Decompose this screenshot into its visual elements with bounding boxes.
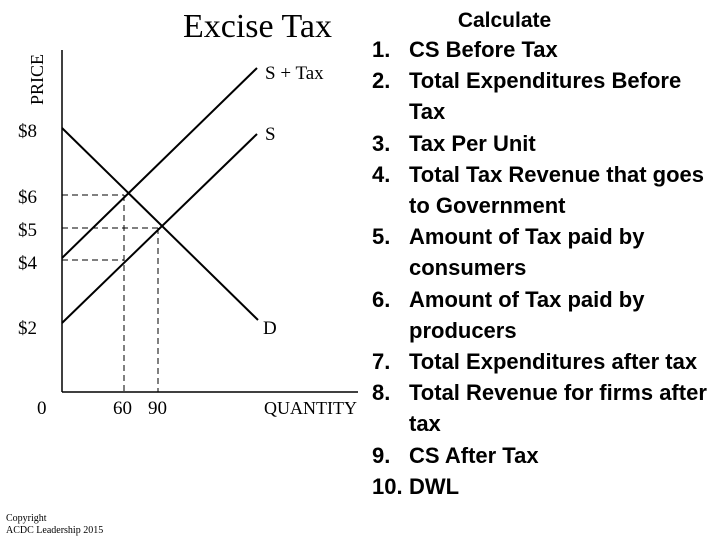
calculate-heading: Calculate [457, 9, 552, 32]
x-tick-60: 60 [113, 398, 132, 419]
item-number: 8. [372, 380, 391, 406]
supply-demand-graph: S + Tax S D PRICE $8 $6 $5 $4 $2 0 60 90… [18, 50, 358, 419]
item-text: Total Expenditures Before Tax [409, 68, 682, 125]
copyright-line: Copyright [6, 513, 47, 524]
item-number: 4. [372, 161, 391, 187]
item-number: 6. [372, 286, 391, 312]
item-text: DWL [409, 473, 460, 499]
y-tick-5: $5 [18, 220, 37, 241]
item-number: 1. [372, 37, 391, 62]
slide-title: Excise Tax [183, 8, 332, 45]
item-number: 5. [372, 224, 391, 250]
copyright-owner: ACDC Leadership 2015 [6, 525, 104, 536]
y-tick-4: $4 [18, 253, 38, 274]
y-axis-label: PRICE [27, 54, 47, 105]
item-number: 2. [372, 68, 391, 94]
y-tick-8: $8 [18, 121, 37, 142]
copyright-notice: Copyright ACDC Leadership 2015 [6, 513, 103, 537]
item-text: Total Revenue for firms after tax [409, 380, 707, 437]
calculate-panel: Calculate 1. CS Before Tax 2. Total Expend… [372, 8, 717, 502]
y-tick-6: $6 [18, 187, 37, 208]
item-text: Amount of Tax paid by producers [409, 286, 645, 343]
supply-plus-tax-curve [61, 67, 258, 259]
item-number: 10. [372, 473, 403, 499]
item-text: Total Tax Revenue that goes to Governmen… [409, 161, 705, 219]
demand-label: D [263, 318, 277, 339]
list-item: 8. Total Revenue for firms after tax [372, 377, 717, 439]
list-item: 4. Total Tax Revenue that goes to Governm… [372, 159, 717, 221]
item-text: CS After Tax [409, 442, 539, 468]
list-item: 7. Total Expenditures after tax [372, 346, 717, 377]
item-text: Tax Per Unit [409, 130, 536, 156]
list-item: 2. Total Expenditures Before Tax [372, 65, 717, 127]
list-item: 10. DWL [372, 471, 717, 502]
item-number: 9. [372, 442, 391, 468]
supply-plus-tax-label: S + Tax [265, 63, 324, 84]
item-text: CS Before Tax [409, 37, 558, 62]
item-text: Amount of Tax paid by consumers [409, 224, 645, 281]
list-item: 9. CS After Tax [372, 440, 717, 471]
list-item: 1. CS Before Tax [372, 34, 717, 65]
x-tick-90: 90 [148, 398, 167, 419]
list-item: 3. Tax Per Unit [372, 128, 717, 159]
supply-label: S [265, 124, 276, 145]
item-number: 3. [372, 130, 391, 156]
list-item: 5. Amount of Tax paid by consumers [372, 221, 717, 283]
item-number: 7. [372, 349, 391, 375]
origin-label: 0 [37, 398, 47, 419]
calculate-list: 1. CS Before Tax 2. Total Expenditures Bef… [372, 34, 717, 502]
x-axis-label: QUANTITY [264, 398, 357, 418]
demand-curve [61, 127, 259, 321]
list-item: 6. Amount of Tax paid by producers [372, 284, 717, 346]
item-text: Total Expenditures after tax [409, 349, 698, 375]
y-tick-2: $2 [18, 318, 37, 339]
supply-curve [61, 133, 258, 324]
